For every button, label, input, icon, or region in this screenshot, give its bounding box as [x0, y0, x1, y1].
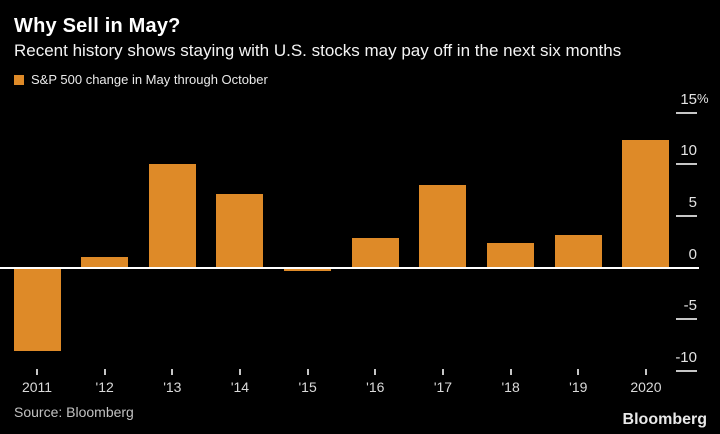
x-axis-tick	[238, 369, 241, 375]
x-axis-tick	[171, 369, 174, 375]
bar-2011	[13, 267, 61, 352]
x-axis-tick	[103, 369, 106, 375]
x-axis-label: '17	[433, 379, 453, 395]
y-axis-tick	[676, 318, 697, 321]
x-axis-label: 2011	[21, 379, 53, 395]
source-note: Source: Bloomberg	[14, 404, 134, 420]
y-axis-tick	[676, 214, 697, 217]
x-axis-label: 2020	[630, 379, 662, 395]
x-axis-tick	[374, 369, 377, 375]
y-axis-tick	[676, 163, 697, 166]
y-axis-label: -10	[675, 348, 697, 366]
x-axis-tick	[577, 369, 580, 375]
legend-label: S&P 500 change in May through October	[31, 72, 268, 87]
x-axis-label: '15	[298, 379, 317, 395]
bar-15	[284, 267, 332, 271]
bar-12	[81, 257, 129, 268]
legend-swatch-icon	[14, 74, 24, 85]
y-axis-unit: %	[697, 90, 709, 106]
x-axis-tick	[306, 369, 309, 375]
bar-18	[487, 242, 535, 268]
chart-subtitle: Recent history shows staying with U.S. s…	[14, 41, 622, 60]
bar-2020	[622, 140, 670, 268]
y-axis-label: 15%	[680, 90, 709, 108]
bar-13	[148, 164, 196, 268]
x-axis-tick	[36, 369, 38, 375]
x-axis-label: '16	[366, 379, 385, 395]
x-axis-label: '13	[163, 379, 182, 395]
x-axis-label: '19	[569, 379, 588, 395]
zero-line	[0, 266, 699, 269]
bloomberg-logo: Bloomberg	[622, 411, 707, 428]
x-axis-tick	[441, 369, 444, 375]
chart-title: Why Sell in May?	[14, 15, 181, 37]
bar-16	[351, 237, 399, 268]
bar-17	[419, 184, 467, 268]
y-axis-label: 0	[688, 245, 697, 263]
x-axis-label: '14	[230, 379, 250, 395]
y-axis-label: 5	[688, 193, 697, 211]
x-axis-tick	[644, 369, 647, 375]
y-axis-label: -5	[683, 297, 697, 315]
bar-19	[554, 235, 602, 268]
y-axis-tick	[676, 111, 697, 114]
legend: S&P 500 change in May through October	[14, 72, 268, 87]
y-axis-label: 10	[680, 142, 697, 160]
x-axis-tick	[509, 369, 512, 375]
x-axis-label: '12	[95, 379, 114, 395]
y-axis-tick	[676, 369, 697, 372]
x-axis-label: '18	[501, 379, 520, 395]
bar-14	[216, 194, 264, 268]
